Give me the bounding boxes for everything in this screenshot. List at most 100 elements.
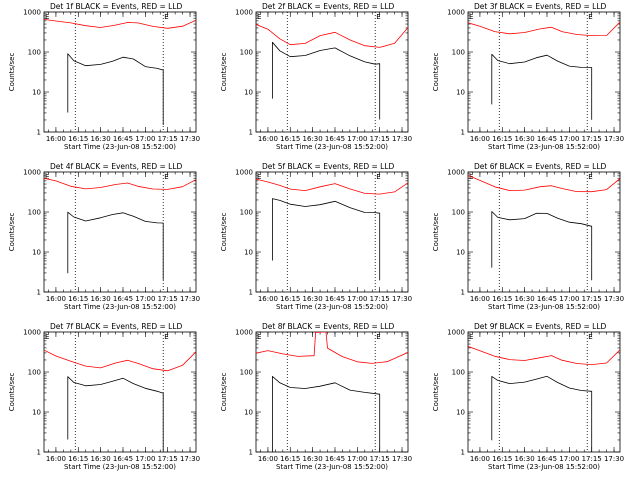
- x-tick-label: 16:15: [68, 135, 88, 143]
- x-tick-label: 17:00: [347, 455, 367, 463]
- x-tick-label: 16:15: [280, 455, 300, 463]
- y-tick-label: 10: [244, 409, 253, 417]
- x-tick-label: 17:15: [370, 135, 390, 143]
- y-axis-label: Counts/sec: [220, 53, 228, 92]
- y-axis-label: Counts/sec: [432, 373, 440, 412]
- y-tick-label: 10: [32, 89, 41, 97]
- y-tick-label: 100: [240, 49, 253, 57]
- y-tick-label: 100: [28, 209, 41, 217]
- y-tick-label: 1: [249, 449, 253, 457]
- y-tick-label: 1: [249, 129, 253, 137]
- y-tick-label: 100: [240, 209, 253, 217]
- x-tick-label: 17:00: [135, 135, 155, 143]
- x-axis-label: Start Time (23-Jun-08 15:52:00): [276, 143, 388, 151]
- x-tick-label: 16:30: [303, 295, 323, 303]
- corner-label-left: E: [45, 333, 49, 341]
- x-axis-label: Start Time (23-Jun-08 15:52:00): [64, 303, 176, 311]
- corner-label-left: E: [469, 13, 473, 21]
- y-tick-label: 10: [244, 89, 253, 97]
- corner-label-left: E: [469, 333, 473, 341]
- x-tick-label: 16:45: [325, 455, 345, 463]
- x-tick-label: 16:30: [303, 455, 323, 463]
- y-tick-label: 100: [452, 209, 465, 217]
- y-tick-label: 1000: [447, 169, 465, 177]
- x-tick-label: 17:15: [370, 455, 390, 463]
- x-tick-label: 16:45: [537, 295, 557, 303]
- series-line-black: [491, 211, 593, 281]
- plot-frame: [43, 331, 197, 453]
- series-line-red: [256, 24, 408, 48]
- series-line-black: [272, 376, 381, 452]
- x-tick-label: 16:00: [46, 295, 66, 303]
- corner-label-right: E: [164, 13, 168, 21]
- series-line-black: [272, 41, 381, 120]
- y-axis-label: Counts/sec: [432, 213, 440, 252]
- series-line-black: [67, 53, 164, 125]
- panel-det-5: Det 5f BLACK = Events, RED = LLD 1 10 100 10…: [220, 162, 412, 311]
- x-tick-label: 17:00: [559, 135, 579, 143]
- x-tick-label: 17:30: [392, 295, 412, 303]
- x-tick-label: 16:45: [113, 135, 133, 143]
- y-tick-label: 10: [456, 409, 465, 417]
- x-tick-label: 16:30: [303, 135, 323, 143]
- corner-label-right: E: [588, 13, 592, 21]
- y-axis-label: Counts/sec: [8, 213, 16, 252]
- x-tick-label: 17:15: [582, 135, 602, 143]
- y-tick-label: 1: [37, 289, 41, 297]
- plot-frame: [467, 331, 621, 453]
- panel-det-1: Det 1f BLACK = Events, RED = LLD 1 10 100 10…: [8, 2, 200, 151]
- corner-label-right: E: [588, 173, 592, 181]
- x-tick-label: 16:00: [470, 295, 490, 303]
- plot-frame: [255, 331, 409, 453]
- x-tick-label: 17:00: [559, 455, 579, 463]
- x-tick-label: 17:30: [180, 455, 200, 463]
- x-tick-label: 16:15: [492, 455, 512, 463]
- series-line-black: [272, 198, 381, 281]
- series-line-black: [67, 376, 164, 452]
- x-tick-label: 17:30: [604, 455, 624, 463]
- x-tick-label: 16:30: [91, 295, 111, 303]
- x-tick-label: 16:00: [258, 135, 278, 143]
- x-tick-label: 17:30: [180, 135, 200, 143]
- panel-title: Det 3f BLACK = Events, RED = LLD: [474, 2, 607, 11]
- plot-frame: [255, 171, 409, 293]
- y-tick-label: 1: [249, 289, 253, 297]
- x-tick-label: 16:30: [515, 455, 535, 463]
- y-tick-label: 1000: [23, 329, 41, 337]
- series-line-red: [44, 177, 196, 190]
- x-tick-label: 16:00: [470, 455, 490, 463]
- y-tick-label: 1: [461, 129, 465, 137]
- x-tick-label: 16:30: [515, 295, 535, 303]
- x-tick-label: 16:45: [113, 455, 133, 463]
- x-tick-label: 16:45: [537, 455, 557, 463]
- panel-det-8: Det 8f BLACK = Events, RED = LLD 1 10 100 10…: [220, 322, 412, 471]
- y-tick-label: 10: [456, 89, 465, 97]
- panel-det-2: Det 2f BLACK = Events, RED = LLD 1 10 100 10…: [220, 2, 412, 151]
- x-tick-label: 16:45: [537, 135, 557, 143]
- y-tick-label: 1000: [23, 169, 41, 177]
- x-tick-label: 17:15: [582, 455, 602, 463]
- y-tick-label: 1: [461, 449, 465, 457]
- y-axis-label: Counts/sec: [432, 53, 440, 92]
- x-tick-label: 17:30: [392, 135, 412, 143]
- y-tick-label: 100: [452, 369, 465, 377]
- x-tick-label: 16:45: [113, 295, 133, 303]
- x-tick-label: 17:15: [370, 295, 390, 303]
- corner-label-right: E: [376, 173, 380, 181]
- x-axis-label: Start Time (23-Jun-08 15:52:00): [488, 303, 600, 311]
- x-tick-label: 17:00: [347, 295, 367, 303]
- series-line-red: [468, 175, 620, 193]
- y-axis-label: Counts/sec: [220, 373, 228, 412]
- y-tick-label: 1: [461, 289, 465, 297]
- panel-title: Det 8f BLACK = Events, RED = LLD: [262, 322, 395, 331]
- panel-det-7: Det 7f BLACK = Events, RED = LLD 1 10 100 10…: [8, 322, 200, 471]
- panel-title: Det 4f BLACK = Events, RED = LLD: [50, 162, 183, 171]
- corner-label-left: E: [257, 173, 261, 181]
- y-axis-label: Counts/sec: [8, 53, 16, 92]
- panel-det-3: Det 3f BLACK = Events, RED = LLD 1 10 100 10…: [432, 2, 624, 151]
- x-tick-label: 16:30: [91, 135, 111, 143]
- panel-title: Det 9f BLACK = Events, RED = LLD: [474, 322, 607, 331]
- x-tick-label: 16:45: [325, 135, 345, 143]
- x-tick-label: 17:00: [347, 135, 367, 143]
